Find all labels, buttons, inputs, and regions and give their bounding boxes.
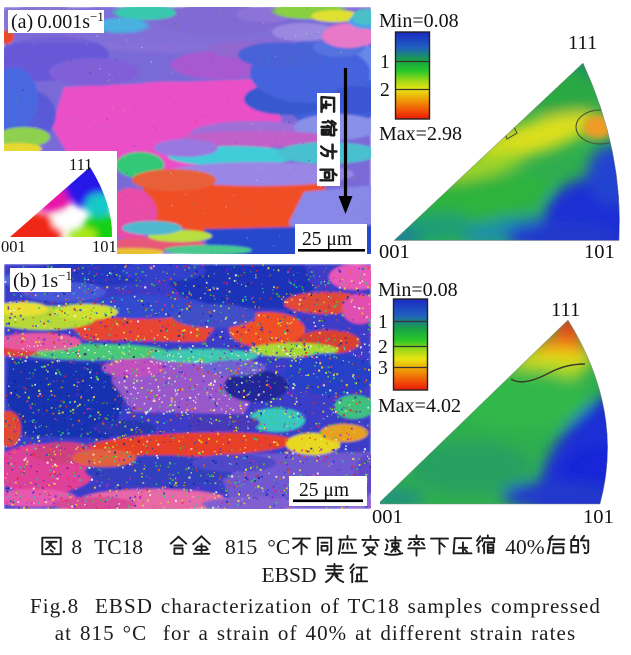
svg-text:111: 111 <box>551 299 580 321</box>
svg-text:1: 1 <box>378 312 388 333</box>
svg-text:001: 001 <box>379 241 410 263</box>
svg-text:101: 101 <box>583 506 614 528</box>
svg-text:1: 1 <box>380 52 390 73</box>
svg-text:25 μm: 25 μm <box>299 480 349 501</box>
svg-text:111: 111 <box>69 155 93 174</box>
svg-text:101: 101 <box>92 237 117 256</box>
svg-text:001: 001 <box>372 506 403 528</box>
svg-text:(a) 0.001s−1: (a) 0.001s−1 <box>11 9 104 33</box>
svg-text:25 μm: 25 μm <box>302 229 352 250</box>
svg-text:Min=0.08: Min=0.08 <box>379 10 459 32</box>
svg-text:Max=2.98: Max=2.98 <box>379 123 462 145</box>
svg-text:3: 3 <box>378 358 388 379</box>
svg-text:2: 2 <box>378 337 388 358</box>
svg-text:001: 001 <box>1 237 26 256</box>
svg-text:2: 2 <box>380 80 390 101</box>
svg-text:Max=4.02: Max=4.02 <box>378 395 461 417</box>
svg-text:Min=0.08: Min=0.08 <box>378 279 458 301</box>
svg-text:111: 111 <box>568 32 597 54</box>
svg-text:101: 101 <box>584 241 615 263</box>
